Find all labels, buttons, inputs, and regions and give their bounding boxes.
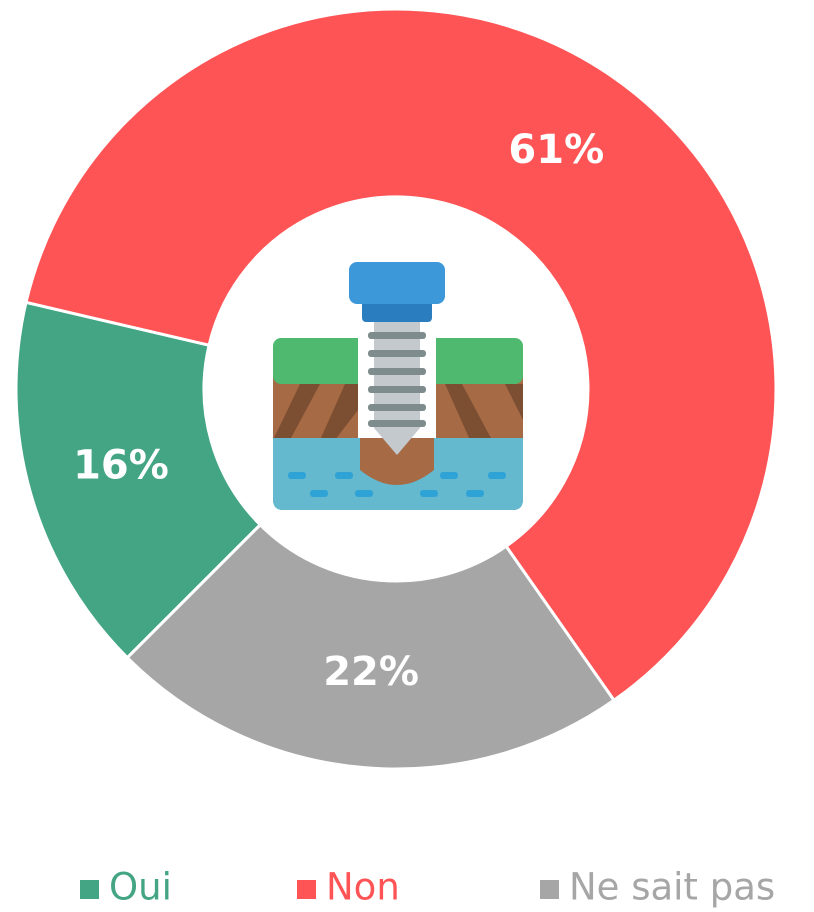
legend-label: Oui [109,866,172,909]
page: 16%61%22% OuiNonNe sait pas (() => { con… [0,0,814,912]
legend-swatch [540,880,559,899]
legend-label: Ne sait pas [569,866,775,909]
legend-swatch [297,880,316,899]
value-label: 16% [73,442,169,488]
value-label: 22% [323,649,419,695]
legend-label: Non [326,866,400,909]
value-label: 61% [508,127,604,173]
legend-swatch [80,880,99,899]
chart: 16% 61% 22% Oui Non Ne sait pas [0,0,814,912]
legend: Oui Non Ne sait pas [80,866,775,909]
